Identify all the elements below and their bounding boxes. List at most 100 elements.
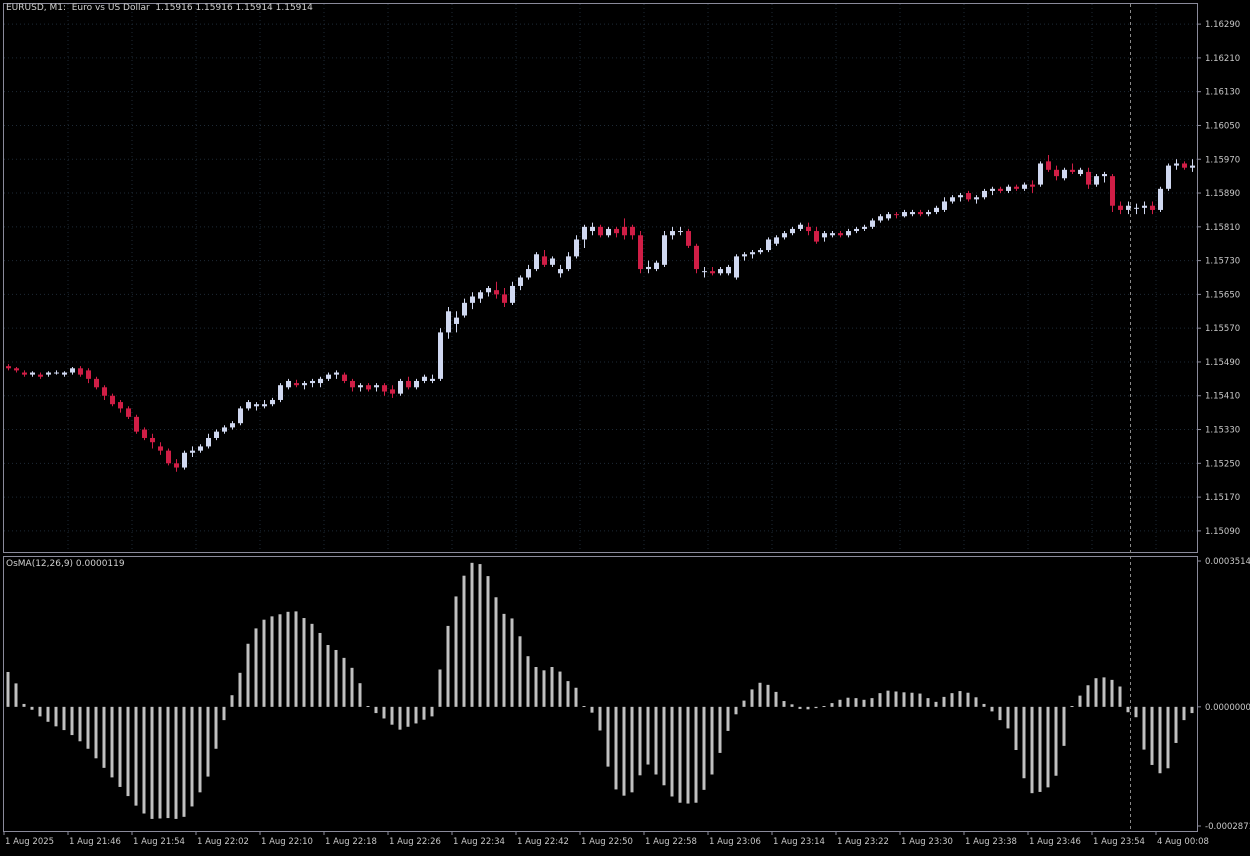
- osma-bar[interactable]: [1126, 706, 1130, 713]
- osma-bar[interactable]: [766, 684, 770, 707]
- osma-bar[interactable]: [1118, 686, 1122, 707]
- osma-bar[interactable]: [534, 667, 538, 707]
- candle[interactable]: [398, 378, 403, 396]
- candle[interactable]: [590, 222, 595, 236]
- osma-bar[interactable]: [1174, 706, 1178, 743]
- osma-bar[interactable]: [942, 696, 946, 707]
- candle[interactable]: [174, 459, 179, 472]
- candle[interactable]: [758, 247, 763, 255]
- candle[interactable]: [438, 328, 443, 381]
- candle[interactable]: [630, 224, 635, 240]
- candle[interactable]: [22, 370, 27, 377]
- candle[interactable]: [110, 393, 115, 407]
- candle[interactable]: [1078, 167, 1083, 177]
- candle[interactable]: [518, 275, 523, 291]
- candle[interactable]: [262, 399, 267, 409]
- osma-bar[interactable]: [494, 597, 498, 707]
- candle[interactable]: [1174, 159, 1179, 170]
- candle[interactable]: [62, 371, 67, 377]
- osma-bar[interactable]: [342, 657, 346, 707]
- osma-bar[interactable]: [678, 706, 682, 803]
- osma-bar[interactable]: [1046, 706, 1050, 788]
- candle[interactable]: [822, 231, 827, 242]
- candle[interactable]: [678, 226, 683, 236]
- candle[interactable]: [246, 399, 251, 411]
- osma-bar[interactable]: [854, 698, 858, 707]
- osma-bar[interactable]: [278, 614, 282, 707]
- osma-bar[interactable]: [670, 706, 674, 797]
- candle[interactable]: [574, 235, 579, 259]
- candle[interactable]: [782, 231, 787, 240]
- osma-bar[interactable]: [622, 706, 626, 796]
- osma-bar[interactable]: [366, 706, 370, 708]
- candle[interactable]: [958, 193, 963, 202]
- osma-bar[interactable]: [1110, 679, 1114, 707]
- osma-bar[interactable]: [1022, 706, 1026, 779]
- osma-bar[interactable]: [894, 691, 898, 707]
- osma-bar[interactable]: [374, 706, 378, 714]
- candle[interactable]: [254, 402, 259, 411]
- candle[interactable]: [1030, 180, 1035, 194]
- candle[interactable]: [774, 235, 779, 246]
- candle[interactable]: [1150, 201, 1155, 215]
- osma-bar[interactable]: [606, 706, 610, 767]
- osma-bar[interactable]: [822, 706, 826, 708]
- candle[interactable]: [846, 228, 851, 238]
- osma-bar[interactable]: [878, 693, 882, 707]
- osma-bar[interactable]: [62, 706, 66, 731]
- candle[interactable]: [446, 307, 451, 339]
- osma-bar[interactable]: [46, 706, 50, 722]
- candle[interactable]: [710, 266, 715, 276]
- candle[interactable]: [622, 218, 627, 240]
- candle[interactable]: [790, 226, 795, 236]
- osma-bar[interactable]: [158, 706, 162, 819]
- time-axis[interactable]: 1 Aug 2025 1 Aug 21:46 1 Aug 21:54 1 Aug 22…: [3, 831, 1209, 847]
- candle[interactable]: [214, 429, 219, 441]
- candle[interactable]: [1038, 161, 1043, 187]
- candle[interactable]: [974, 195, 979, 204]
- candle[interactable]: [1086, 167, 1091, 189]
- osma-bar[interactable]: [254, 628, 258, 707]
- osma-bar[interactable]: [590, 706, 594, 713]
- osma-bar[interactable]: [918, 693, 922, 707]
- osma-bar[interactable]: [318, 632, 322, 707]
- osma-bar[interactable]: [630, 706, 634, 793]
- osma-bar[interactable]: [150, 706, 154, 819]
- candle[interactable]: [686, 228, 691, 248]
- osma-bar[interactable]: [326, 645, 330, 707]
- osma-bar[interactable]: [662, 706, 666, 786]
- candle[interactable]: [78, 366, 83, 377]
- osma-bar[interactable]: [614, 706, 618, 790]
- candle[interactable]: [654, 260, 659, 272]
- candle[interactable]: [230, 421, 235, 430]
- candle[interactable]: [166, 448, 171, 466]
- candle[interactable]: [718, 266, 723, 276]
- osma-bar[interactable]: [214, 706, 218, 749]
- candle[interactable]: [798, 222, 803, 232]
- osma-bar[interactable]: [830, 703, 834, 707]
- osma-bar[interactable]: [526, 656, 530, 707]
- candle[interactable]: [910, 209, 915, 217]
- osma-bar[interactable]: [1094, 678, 1098, 707]
- candle[interactable]: [46, 371, 51, 377]
- osma-bar[interactable]: [718, 706, 722, 753]
- candle[interactable]: [614, 226, 619, 238]
- candle[interactable]: [14, 367, 19, 373]
- osma-bar[interactable]: [798, 706, 802, 709]
- candle[interactable]: [934, 205, 939, 215]
- osma-bar[interactable]: [438, 669, 442, 707]
- osma-bar[interactable]: [1006, 706, 1010, 729]
- osma-bar[interactable]: [558, 671, 562, 707]
- osma-bar[interactable]: [1038, 706, 1042, 792]
- osma-bar[interactable]: [166, 706, 170, 819]
- candle[interactable]: [1126, 201, 1131, 215]
- candle[interactable]: [542, 250, 547, 267]
- candle[interactable]: [182, 450, 187, 470]
- candle[interactable]: [142, 427, 147, 441]
- candle[interactable]: [926, 209, 931, 217]
- osma-bar[interactable]: [710, 706, 714, 775]
- candle[interactable]: [38, 372, 43, 379]
- candle[interactable]: [1182, 161, 1187, 170]
- candle[interactable]: [1142, 201, 1147, 215]
- osma-bar[interactable]: [734, 706, 738, 715]
